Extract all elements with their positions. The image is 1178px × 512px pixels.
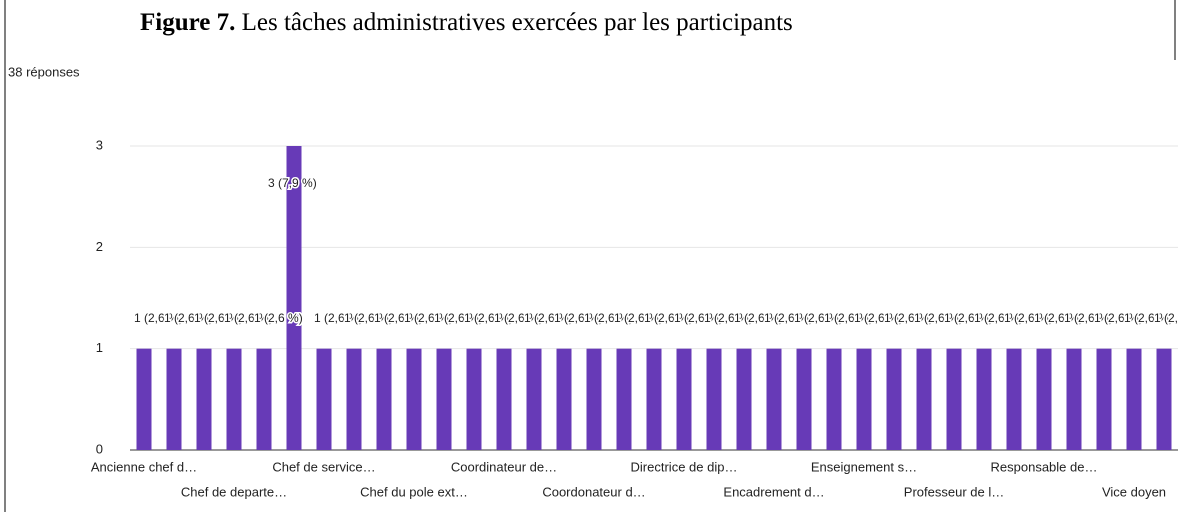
x-tick-label: Ancienne chef d… (91, 459, 197, 474)
data-label: 1 (2,6 %) (494, 311, 543, 325)
data-label: 1 (2,6 %) (254, 311, 303, 325)
bar (166, 348, 182, 450)
bar (856, 348, 872, 450)
bar (1096, 348, 1112, 450)
bar (976, 348, 992, 450)
data-label: 1 (2,6 %) (674, 311, 723, 325)
data-label: 1 (2,6 %) (824, 311, 873, 325)
x-tick-label: Coordonateur d… (542, 484, 645, 499)
bar (436, 348, 452, 450)
bar (766, 348, 782, 450)
data-label: 1 (2,6 %) (1034, 311, 1083, 325)
bar (136, 348, 152, 450)
bar (796, 348, 812, 450)
bar (1036, 348, 1052, 450)
bar (376, 348, 392, 450)
bar (556, 348, 572, 450)
data-label: 1 (2,6 %) (524, 311, 573, 325)
x-tick-label: Enseignement s… (811, 459, 917, 474)
x-tick-label: Chef de departe… (181, 484, 287, 499)
data-label: 1 (2,6 %) (584, 311, 633, 325)
bar (706, 348, 722, 450)
data-label: 1 (2,6 %) (704, 311, 753, 325)
bar (496, 348, 512, 450)
data-label: 1 (2,6 %) (224, 311, 273, 325)
figure-label: Figure 7. (140, 9, 235, 36)
data-label: 1 (2,6 %) (344, 311, 393, 325)
data-label: 1 (2,6 %) (1154, 311, 1178, 325)
bar (736, 348, 752, 450)
data-label: 1 (2,6 %) (314, 311, 363, 325)
bar (406, 348, 422, 450)
bar (226, 348, 242, 450)
data-label: 1 (2,6 %) (464, 311, 513, 325)
bar (946, 348, 962, 450)
data-label: 1 (2,6 %) (734, 311, 783, 325)
data-label: 1 (2,6 %) (434, 311, 483, 325)
bar (1126, 348, 1142, 450)
data-label: 1 (2,6 %) (1004, 311, 1053, 325)
data-label: 1 (2,6 %) (764, 311, 813, 325)
data-label: 1 (2,6 %) (794, 311, 843, 325)
x-tick-label: Vice doyen (1102, 484, 1166, 499)
x-tick-label: Encadrement d… (723, 484, 824, 499)
y-tick-label: 3 (96, 137, 103, 152)
bar (886, 348, 902, 450)
title-text: Les tâches administratives exercées par … (242, 9, 793, 36)
bar (1156, 348, 1172, 450)
data-label: 1 (2,6 %) (914, 311, 963, 325)
x-tick-label: Chef de service… (272, 459, 375, 474)
data-label: 1 (2,6 %) (554, 311, 603, 325)
bar (346, 348, 362, 450)
bar (1006, 348, 1022, 450)
bar (916, 348, 932, 450)
data-label: 1 (2,6 %) (614, 311, 663, 325)
data-label: 1 (2,6 %) (164, 311, 213, 325)
bar (1066, 348, 1082, 450)
x-tick-label: Coordinateur de… (451, 459, 557, 474)
data-label: 3 (7,9 %) (268, 176, 317, 190)
y-tick-label: 0 (96, 441, 103, 456)
bar (676, 348, 692, 450)
bar (286, 146, 302, 450)
data-label: 1 (2,6 %) (1124, 311, 1173, 325)
x-tick-label: Professeur de l… (904, 484, 1004, 499)
data-label: 1 (2,6 %) (404, 311, 453, 325)
bar (256, 348, 272, 450)
bar (586, 348, 602, 450)
data-label: 1 (2,6 %) (974, 311, 1023, 325)
data-label: 1 (2,6 %) (1064, 311, 1113, 325)
data-label: 1 (2,6 %) (374, 311, 423, 325)
x-tick-label: Chef du pole ext… (360, 484, 468, 499)
x-tick-label: Directrice de dip… (631, 459, 738, 474)
data-label: 1 (2,6 %) (854, 311, 903, 325)
bar (826, 348, 842, 450)
data-label: 1 (2,6 %) (134, 311, 183, 325)
data-label: 1 (2,6 %) (884, 311, 933, 325)
subtitle: 38 réponses (8, 64, 80, 79)
data-label: 1 (2,6 %) (1094, 311, 1143, 325)
bar (616, 348, 632, 450)
bar (646, 348, 662, 450)
bar (316, 348, 332, 450)
bar (526, 348, 542, 450)
x-tick-label: Responsable de… (991, 459, 1098, 474)
y-tick-label: 1 (96, 340, 103, 355)
data-label: 1 (2,6 %) (944, 311, 993, 325)
chart-title: Figure 7. Les tâches administratives exe… (140, 9, 793, 36)
bar (466, 348, 482, 450)
bar (196, 348, 212, 450)
y-tick-label: 2 (96, 239, 103, 254)
data-label: 1 (2,6 %) (644, 311, 693, 325)
data-label: 1 (2,6 %) (194, 311, 243, 325)
